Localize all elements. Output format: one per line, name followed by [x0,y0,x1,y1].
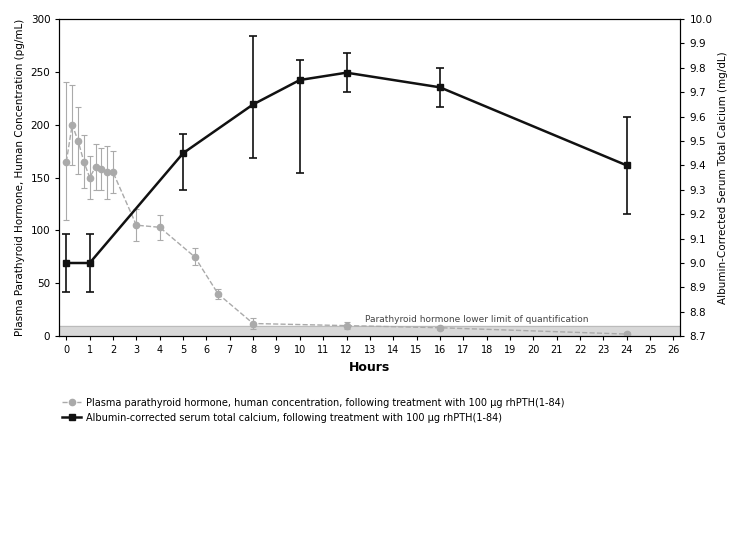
Y-axis label: Plasma Parathyroid Hormone, Human Concentration (pg/mL): Plasma Parathyroid Hormone, Human Concen… [15,19,25,336]
Legend: Plasma parathyroid hormone, human concentration, following treatment with 100 μg: Plasma parathyroid hormone, human concen… [58,394,568,427]
Bar [59,326,681,336]
Y-axis label: Albumin-Corrected Serum Total Calcium (mg/dL): Albumin-Corrected Serum Total Calcium (m… [718,51,728,304]
Text: Parathyroid hormone lower limit of quantification: Parathyroid hormone lower limit of quant… [366,314,588,324]
X-axis label: Hours: Hours [349,361,391,374]
